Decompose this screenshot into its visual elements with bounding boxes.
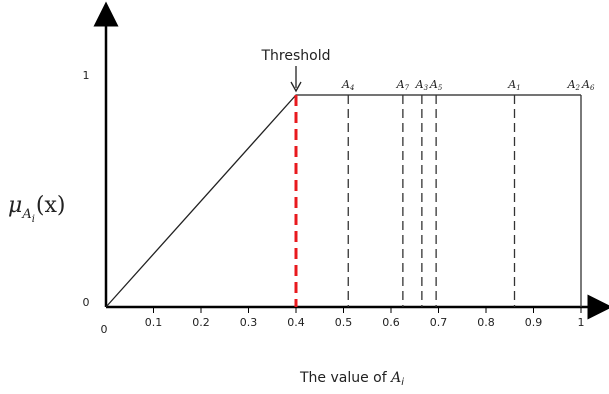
threshold-label: Threshold [261,48,331,64]
marker-label: A5 [429,78,443,92]
membership-curve [105,94,581,308]
marker-label: A3 [415,78,429,92]
axes [93,1,609,320]
marker-label: A2 A6 [567,78,595,92]
y-tick-label: 0 [83,296,90,309]
y-tick-label: 1 [83,69,90,82]
x-tick-label: 0.9 [525,316,543,329]
membership-curve-group [105,94,581,308]
x-axis-label: The value of Ai [299,370,404,388]
x-tick-label: 0.8 [477,316,495,329]
x-tick-label: 0.3 [240,316,258,329]
x-tick-label: 0.7 [430,316,448,329]
x-tick-label: 0.1 [145,316,163,329]
marker-label: A4 [341,78,354,92]
marker-label: A7 [396,78,410,92]
marker-label: A1 [507,78,520,92]
x-tick-label: 0.2 [192,316,210,329]
x-tick-label: 0.5 [335,316,353,329]
marker-lines-group [290,66,582,307]
tick-labels-group: 0.1 0.2 0.3 0.4 0.5 0.6 0.7 0.8 0.9 1 0 0 1 Threshold… [8,48,595,388]
x-tick-label: 0.4 [287,316,305,329]
x-origin-label: 0 [101,323,108,336]
x-tick-label: 0.6 [382,316,400,329]
y-axis-label: μAi(x) [8,193,65,225]
threshold-arrowhead [290,81,302,93]
x-tick-label: 1 [578,316,585,329]
